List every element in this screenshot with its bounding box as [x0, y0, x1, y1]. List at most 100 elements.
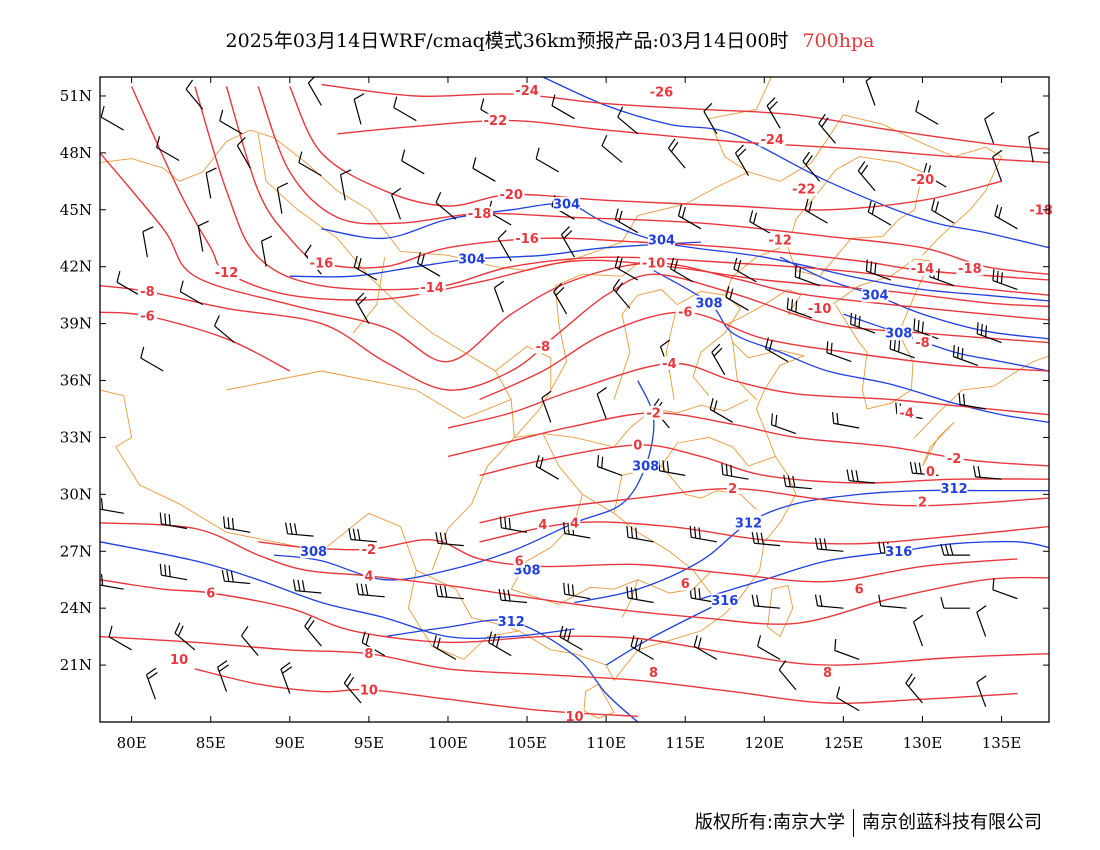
wind-barb	[976, 675, 987, 708]
label-text: 8	[823, 666, 832, 681]
border-line	[550, 256, 646, 391]
barb-staff	[307, 82, 322, 106]
title-main: 2025年03月14日WRF/cmaq模式36km预报产品:03月14日00时	[225, 30, 789, 52]
height-label: 304	[861, 288, 889, 304]
wind-barb	[976, 605, 987, 637]
wind-barb	[670, 257, 694, 283]
barb-feather	[787, 475, 791, 487]
barb-feather	[567, 630, 572, 642]
barb-feather	[393, 96, 398, 108]
wind-barb	[535, 147, 560, 173]
wind-barb	[905, 673, 923, 704]
label-text: -24	[760, 133, 784, 148]
temperature-label: -18	[466, 206, 493, 222]
temperature-contour	[100, 522, 1049, 625]
barb-feather	[768, 101, 778, 111]
wind-barb	[865, 259, 892, 281]
label-text: 316	[885, 545, 912, 560]
barb-staff	[353, 99, 362, 125]
temperature-label: 10	[564, 709, 585, 725]
axes: 80E 85E 90E 95E 100E 105E 110E 115E 120E 125E 130E…	[60, 77, 1049, 752]
footer-copyright: 版权所有:南京大学	[694, 812, 845, 833]
label-text: -2	[947, 452, 961, 467]
x-tick-label: 85E	[196, 734, 226, 752]
barb-feather	[944, 543, 949, 556]
barb-feather	[857, 161, 866, 172]
label-bg	[885, 326, 913, 341]
temperature-label: 4	[537, 517, 549, 533]
wind-barb	[236, 136, 251, 169]
label-text: 304	[861, 289, 888, 304]
label-bg	[885, 544, 913, 559]
barb-feather	[561, 226, 570, 236]
barb-feather	[713, 347, 723, 357]
wind-barb	[786, 297, 813, 319]
barb-feather	[992, 578, 995, 590]
label-text: 10	[170, 653, 188, 668]
wind-barb	[108, 625, 132, 651]
barb-staff	[867, 211, 892, 226]
barb-feather	[798, 266, 801, 279]
label-text: -18	[958, 262, 982, 277]
label-text: -10	[808, 302, 832, 317]
label-bg	[513, 83, 541, 98]
barb-feather	[159, 563, 162, 576]
barb-feather	[219, 109, 224, 122]
barb-feather	[713, 400, 718, 412]
barb-staff	[433, 645, 457, 660]
y-tick-label: 30N	[60, 485, 92, 503]
barb-feather	[834, 639, 837, 651]
y-tick-label: 21N	[60, 656, 92, 674]
wind-barb	[304, 616, 322, 647]
barb-feather	[357, 258, 362, 270]
barb-feather	[819, 594, 823, 607]
temperature-contour	[100, 152, 1049, 363]
barb-feather	[766, 97, 776, 107]
wind-barb	[668, 138, 686, 169]
barb-feather	[416, 252, 421, 264]
barb-staff	[880, 605, 907, 609]
temperature-label: -10	[640, 255, 667, 271]
label-text: -8	[915, 336, 929, 351]
height-contour	[321, 202, 1049, 302]
label-bg	[632, 458, 660, 473]
wind-barb	[778, 660, 797, 691]
label-bg	[513, 231, 541, 246]
barb-feather	[756, 532, 760, 544]
temperature-label: -4	[659, 356, 679, 372]
height-contour	[273, 380, 655, 581]
barb-feather	[508, 517, 511, 530]
temperature-label: -14	[909, 261, 936, 277]
barb-feather	[786, 297, 789, 310]
label-text: 8	[649, 666, 658, 681]
barb-staff	[913, 621, 924, 647]
x-tick-label: 135E	[982, 734, 1022, 752]
barb-feather	[764, 337, 769, 349]
barb-staff	[185, 88, 204, 110]
label-bg	[359, 542, 379, 557]
barb-feather	[168, 514, 171, 526]
barb-feather	[795, 300, 798, 313]
temperature-contour	[194, 86, 1049, 296]
x-tick-label: 115E	[665, 734, 705, 752]
barb-feather	[492, 633, 497, 646]
label-bg	[458, 252, 486, 267]
barb-feather	[221, 569, 225, 582]
wind-barb	[1028, 131, 1040, 163]
label-bg	[711, 593, 739, 608]
barb-feather	[227, 517, 230, 529]
wind-barb	[276, 182, 288, 214]
barb-staff	[353, 266, 378, 281]
label-bg	[912, 335, 933, 350]
temperature-label: -22	[790, 181, 818, 197]
barb-feather	[282, 666, 293, 674]
barb-staff	[156, 146, 180, 162]
barb-feather	[567, 583, 570, 596]
barb-feather	[174, 622, 181, 634]
barb-staff	[393, 107, 417, 122]
wind-barb	[401, 149, 425, 175]
barb-feather	[497, 229, 507, 239]
wind-barb	[100, 105, 125, 131]
barb-feather	[751, 531, 755, 544]
barb-staff	[472, 167, 496, 182]
